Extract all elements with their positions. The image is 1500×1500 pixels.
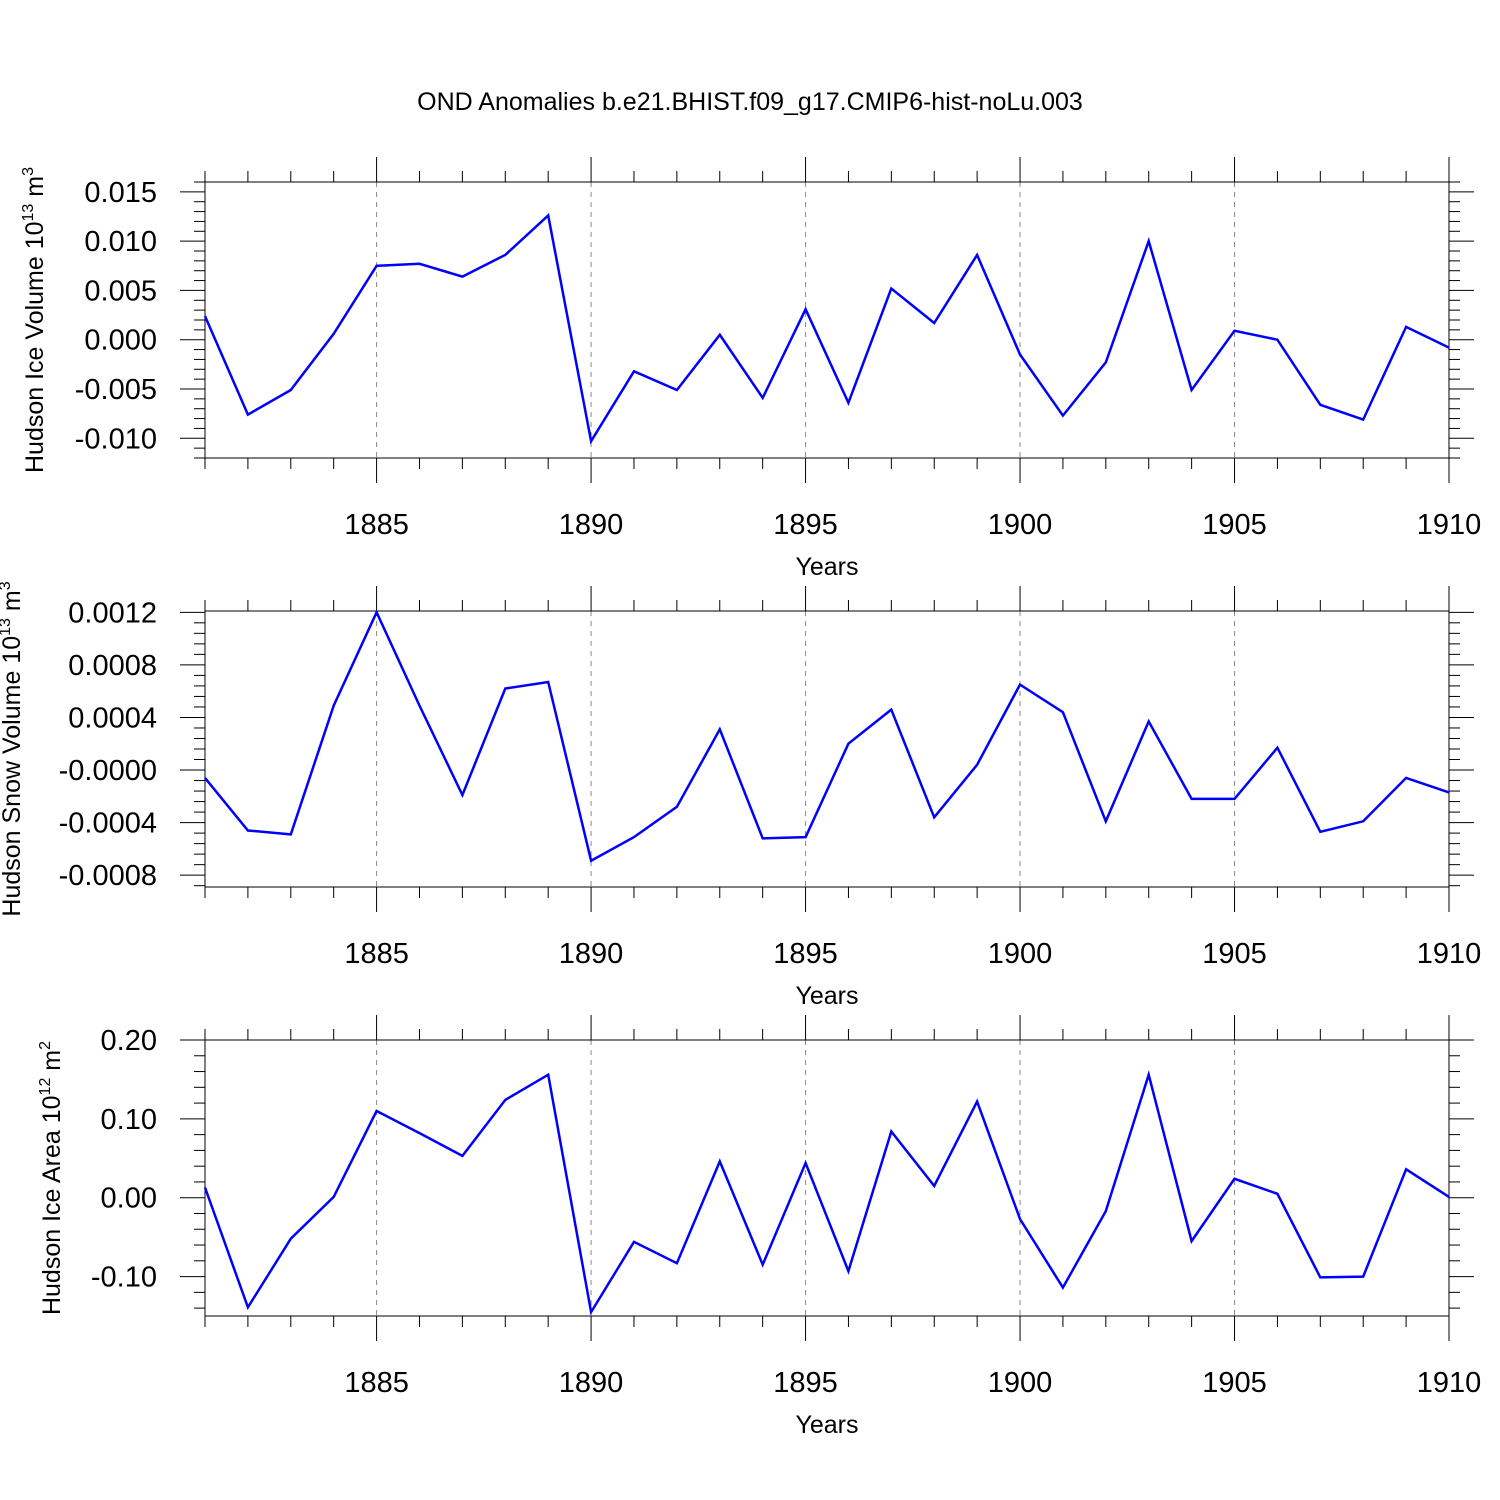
y-tick-label: 0.000 xyxy=(84,325,157,357)
panels: -0.010 -0.005 0.000 0.005 0.010 0.015 1885 1890… xyxy=(0,157,1481,1439)
y-axis-title-part: m xyxy=(38,1050,66,1078)
x-tick-label: 1900 xyxy=(988,1367,1053,1399)
y-axis-title-sup: 3 xyxy=(0,581,14,590)
x-tick-label: 1890 xyxy=(559,938,624,970)
y-tick-label: 0.005 xyxy=(84,275,157,307)
y-tick-label: 0.0012 xyxy=(68,597,157,629)
y-axis-title-part: Hudson Ice Volume 10 xyxy=(21,221,49,473)
x-axis-title: Years xyxy=(795,1411,858,1439)
x-tick-label: 1895 xyxy=(773,509,838,541)
panel-2: -0.0008 -0.0004 -0.0000 0.0004 0.0008 0.0012 1… xyxy=(0,581,1481,1010)
x-tick-label: 1895 xyxy=(773,938,838,970)
x-tick-label: 1890 xyxy=(559,1367,624,1399)
y-axis-title-part: Hudson Snow Volume 10 xyxy=(0,636,26,917)
x-axis-title: Years xyxy=(795,982,858,1010)
y-tick-label: -0.0000 xyxy=(59,755,157,787)
y-axis-title-part: m xyxy=(21,176,49,204)
y-tick-label: -0.0008 xyxy=(59,860,157,892)
x-tick-label: 1900 xyxy=(988,938,1053,970)
y-tick-label: 0.015 xyxy=(84,177,157,209)
y-axis-title-part: Hudson Ice Area 10 xyxy=(38,1095,66,1315)
y-tick-label: 0.20 xyxy=(101,1025,157,1057)
x-axis-title: Years xyxy=(795,553,858,581)
x-tick-label: 1910 xyxy=(1417,1367,1482,1399)
y-tick-label: 0.0004 xyxy=(68,702,157,734)
series-line xyxy=(204,609,1450,863)
y-tick-label: 0.010 xyxy=(84,226,157,258)
series-line xyxy=(203,213,1450,445)
y-axis-title: Hudson Ice Area 1012 m2 xyxy=(37,1041,66,1315)
panel-1: -0.010 -0.005 0.000 0.005 0.010 0.015 1885 1890… xyxy=(20,157,1481,581)
y-axis-title-sup: 13 xyxy=(20,204,37,222)
y-axis-title: Hudson Snow Volume 1013 m3 xyxy=(0,581,26,916)
x-tick-label: 1885 xyxy=(344,1367,409,1399)
x-tick-label: 1895 xyxy=(773,1367,838,1399)
y-axis-title-part: m xyxy=(0,590,26,618)
x-tick-label: 1900 xyxy=(988,509,1053,541)
y-axis-title-sup: 13 xyxy=(0,618,14,636)
y-tick-label: 0.10 xyxy=(101,1104,157,1136)
y-axis-title-sup: 12 xyxy=(37,1078,54,1096)
plot-frame xyxy=(204,1039,1450,1317)
y-tick-label: 0.00 xyxy=(101,1183,157,1215)
plot-frame xyxy=(204,181,1450,459)
series-line xyxy=(203,1070,1450,1316)
y-axis-title: Hudson Ice Volume 1013 m3 xyxy=(20,167,49,473)
x-tick-label: 1910 xyxy=(1417,938,1482,970)
x-tick-label: 1905 xyxy=(1202,509,1267,541)
x-tick-label: 1905 xyxy=(1202,1367,1267,1399)
y-axis-title-sup: 2 xyxy=(37,1041,54,1050)
y-tick-label: -0.010 xyxy=(75,423,157,455)
y-tick-label: 0.0008 xyxy=(68,650,157,682)
x-tick-label: 1890 xyxy=(559,509,624,541)
y-tick-label: -0.005 xyxy=(75,374,157,406)
panel-3: -0.10 0.00 0.10 0.20 1885 1890 1895 1900 1905 191… xyxy=(37,1015,1481,1439)
x-tick-label: 1910 xyxy=(1417,509,1482,541)
y-tick-label: -0.10 xyxy=(91,1262,157,1294)
plot-frame xyxy=(204,610,1450,888)
x-tick-label: 1905 xyxy=(1202,938,1267,970)
x-tick-label: 1885 xyxy=(344,509,409,541)
x-tick-label: 1885 xyxy=(344,938,409,970)
y-tick-label: -0.0004 xyxy=(59,808,157,840)
figure-title: OND Anomalies b.e21.BHIST.f09_g17.CMIP6-… xyxy=(417,88,1083,116)
y-axis-title-sup: 3 xyxy=(20,167,37,176)
